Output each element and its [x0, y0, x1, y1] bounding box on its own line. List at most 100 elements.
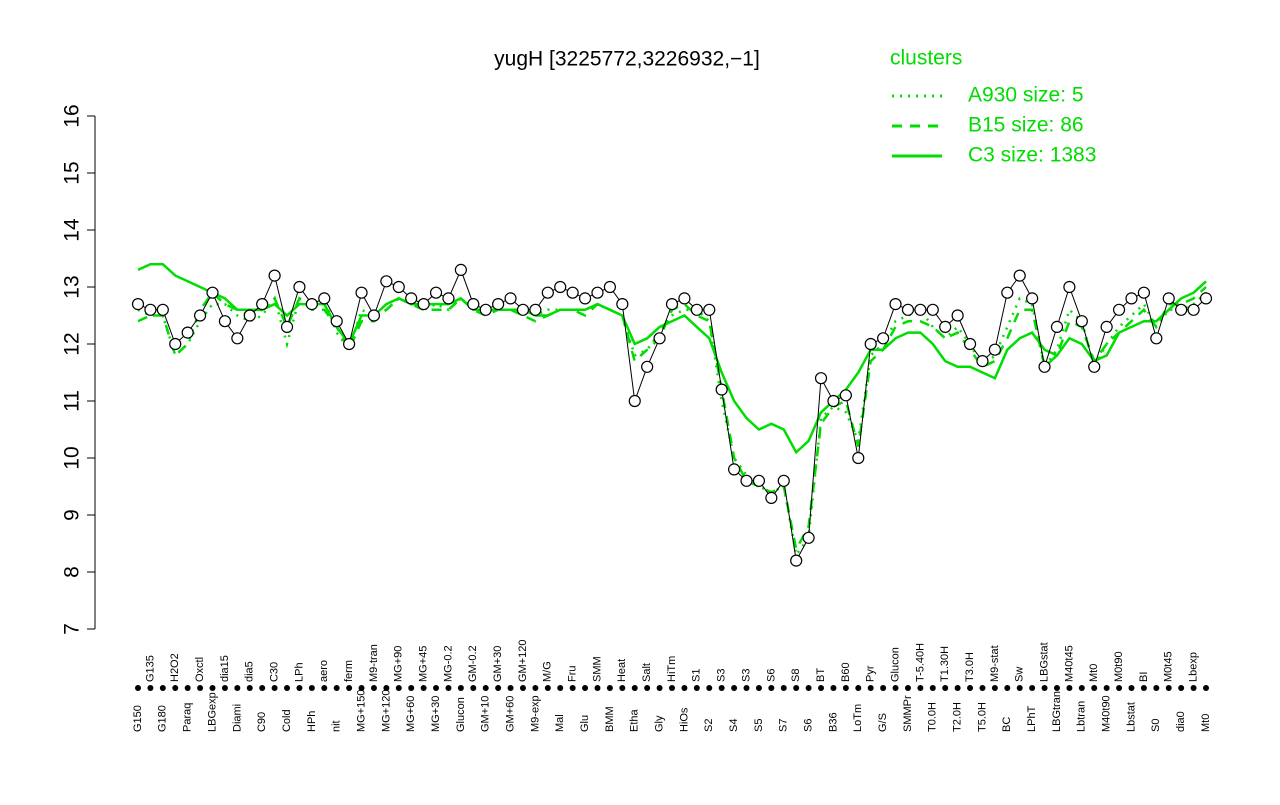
rug-mark — [408, 685, 415, 691]
rug-mark — [743, 685, 750, 691]
x-tick-label: B36 — [827, 712, 839, 732]
x-tick-label: Mal — [554, 714, 566, 732]
data-point — [566, 286, 579, 299]
x-tick-label: Glu — [579, 715, 591, 732]
x-tick-label: M9-exp — [529, 695, 541, 732]
data-point — [1199, 292, 1213, 305]
rug-mark — [284, 685, 291, 691]
x-tick-label: nit — [331, 720, 343, 732]
x-tick-label: Glucon — [889, 647, 901, 682]
data-point — [1100, 320, 1113, 333]
data-point — [703, 303, 716, 316]
rug-mark — [793, 685, 800, 691]
x-tick-label: M40t45 — [1063, 645, 1075, 682]
rug-mark — [370, 685, 377, 691]
data-point — [454, 263, 467, 276]
rug-mark — [619, 685, 626, 691]
x-tick-label: Pyr — [865, 665, 877, 682]
data-point — [802, 531, 815, 544]
rug-mark — [1091, 685, 1098, 691]
data-point — [1150, 332, 1163, 345]
data-point — [429, 286, 443, 299]
x-tick-label: Gly — [653, 715, 665, 732]
data-point — [1187, 303, 1200, 316]
rug-mark — [470, 685, 477, 691]
rug-mark — [234, 685, 241, 691]
x-tick-label: T1.30H — [939, 646, 951, 682]
data-point — [864, 337, 877, 351]
data-point — [790, 554, 803, 567]
rug-mark — [346, 685, 353, 691]
rug-mark — [656, 685, 663, 691]
data-point — [355, 286, 368, 299]
x-tick-label: S6 — [765, 669, 777, 682]
rug-mark — [818, 685, 825, 691]
rug-mark — [333, 685, 340, 691]
x-tick-label: MG+150 — [355, 690, 367, 733]
legend-label: C3 size: 1383 — [968, 144, 1096, 167]
x-tick-label: HiTm — [666, 656, 678, 682]
x-tick-label: GM+30 — [492, 646, 504, 682]
legend-label: A930 size: 5 — [968, 84, 1084, 107]
data-point — [914, 303, 927, 316]
rug-mark — [308, 685, 315, 691]
x-tick-label: dia15 — [219, 655, 231, 682]
rug-mark — [197, 685, 204, 691]
data-point — [765, 491, 778, 504]
x-tick-label: S6 — [803, 719, 815, 732]
data-point — [1038, 360, 1051, 373]
data-point — [951, 309, 964, 322]
x-tick-label: Glucon — [455, 697, 467, 732]
data-point — [343, 337, 356, 351]
x-tick-label: G/S — [877, 713, 889, 732]
rug-mark — [582, 685, 589, 691]
rug-mark — [1190, 685, 1197, 691]
rug-mark — [830, 685, 837, 691]
data-point — [690, 303, 703, 316]
rug-mark — [917, 685, 924, 691]
rug-mark — [967, 685, 974, 691]
x-tick-label: LPhT — [1026, 705, 1038, 732]
rug-mark — [805, 685, 812, 691]
data-point — [305, 298, 318, 311]
data-point — [1175, 303, 1188, 316]
data-point — [1137, 286, 1151, 299]
x-tick-label: T0.0H — [927, 702, 939, 732]
rug-mark — [1178, 685, 1185, 691]
x-tick-label: ferm — [343, 660, 355, 682]
data-point — [442, 292, 455, 305]
series-line — [137, 286, 1207, 553]
y-tick-label: 14 — [61, 218, 84, 242]
rug-mark — [358, 685, 365, 691]
x-tick-label: Oxctl — [194, 657, 206, 682]
data-point — [1088, 360, 1101, 373]
x-tick-label: Diami — [231, 704, 243, 732]
x-tick-label: dia5 — [244, 661, 256, 682]
rug-mark — [482, 685, 489, 691]
data-point — [1162, 292, 1175, 305]
rug-mark — [991, 685, 998, 691]
data-point — [479, 303, 492, 316]
data-point — [1125, 292, 1138, 305]
data-point — [417, 298, 430, 311]
x-tick-label: M/G — [542, 661, 554, 682]
y-tick-label: 8 — [61, 566, 84, 578]
x-tick-label: MG+120 — [380, 690, 392, 733]
x-tick-label: Mt0 — [1200, 714, 1212, 732]
x-tick-label: LBGtran — [1051, 691, 1063, 732]
rug-mark — [1041, 685, 1048, 691]
data-point — [963, 337, 977, 351]
data-point — [181, 326, 194, 339]
data-point — [641, 360, 654, 373]
rug-mark — [296, 685, 303, 691]
rug-mark — [631, 685, 638, 691]
data-point — [131, 298, 145, 311]
rug-mark — [1066, 685, 1073, 691]
rug-mark — [557, 685, 564, 691]
rug-mark — [904, 685, 911, 691]
data-point — [256, 298, 269, 311]
rug-mark — [867, 685, 874, 691]
legend-label: B15 size: 86 — [968, 114, 1084, 137]
x-tick-label: M0t45 — [1163, 651, 1175, 682]
rug-mark — [159, 685, 166, 691]
